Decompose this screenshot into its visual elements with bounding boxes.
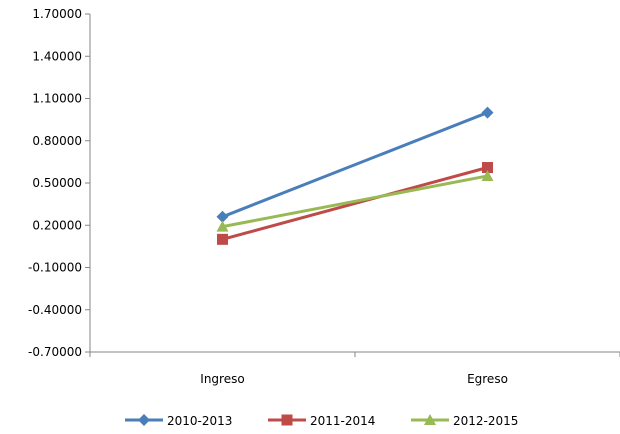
data-point xyxy=(481,106,494,119)
data-point xyxy=(217,233,228,245)
legend-marker xyxy=(281,414,293,426)
series-line xyxy=(222,166,488,241)
legend-item: 2012-2015 xyxy=(411,414,518,428)
y-tick-label: 0.20000 xyxy=(32,218,82,232)
legend-label: 2012-2015 xyxy=(453,414,518,428)
data-point xyxy=(216,220,229,232)
y-tick-label: 1.40000 xyxy=(32,49,82,63)
legend-item: 2010-2013 xyxy=(125,414,232,428)
y-tick-label: 1.70000 xyxy=(32,7,82,21)
chart-series xyxy=(216,106,494,245)
y-axis-ticks: 1.70000 1.40000 1.10000 0.80000 0.50000 0.200… xyxy=(28,7,620,359)
legend-marker xyxy=(424,414,436,425)
y-tick-label: 0.50000 xyxy=(32,176,82,190)
legend-marker xyxy=(138,414,150,426)
data-point xyxy=(481,169,494,181)
series-line xyxy=(222,174,488,229)
y-tick-label: -0.40000 xyxy=(28,303,82,317)
chart-legend: 2010-2013 2011-2014 2012-2015 xyxy=(125,414,518,428)
legend-label: 2010-2013 xyxy=(167,414,232,428)
legend-item: 2011-2014 xyxy=(268,414,375,428)
legend-label: 2011-2014 xyxy=(310,414,375,428)
series-line xyxy=(221,111,489,219)
y-tick-label: 0.80000 xyxy=(32,134,82,148)
data-point xyxy=(216,210,229,223)
x-axis-labels: Ingreso Egreso xyxy=(200,372,508,386)
y-tick-label: 1.10000 xyxy=(32,92,82,106)
x-tick-label: Egreso xyxy=(467,372,508,386)
data-point xyxy=(482,162,493,174)
y-tick-label: -0.70000 xyxy=(28,345,82,359)
x-tick-label: Ingreso xyxy=(200,372,244,386)
chart-axes xyxy=(89,14,620,353)
y-tick-label: -0.10000 xyxy=(28,261,82,275)
